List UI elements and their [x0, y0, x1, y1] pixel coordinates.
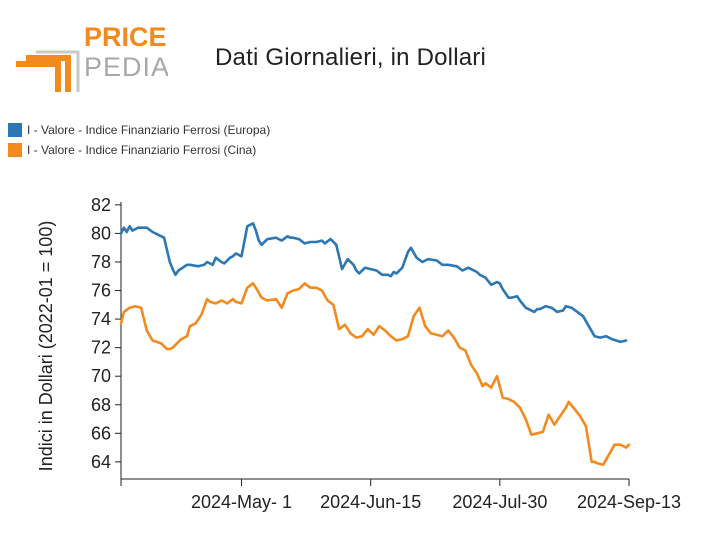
y-tick-label: 64	[91, 452, 111, 472]
y-tick-label: 78	[91, 252, 111, 272]
logo-text-pedia: PEDIA	[84, 52, 168, 82]
logo-bracket-mark	[16, 50, 80, 92]
x-tick-label: 2024-Jul-30	[452, 492, 547, 512]
legend-label-europa: I - Valore - Indice Finanziario Ferrosi …	[27, 123, 271, 137]
legend-label-cina: I - Valore - Indice Finanziario Ferrosi …	[27, 143, 257, 157]
series-line-cina	[119, 282, 631, 467]
legend-item-cina: I - Valore - Indice Finanziario Ferrosi …	[8, 140, 270, 160]
x-tick-label: 2024-May- 1	[191, 492, 292, 512]
logo-text-price: PRICE	[84, 22, 167, 52]
legend-swatch-europa	[8, 123, 22, 137]
x-tick-label: 2024-Sep-13	[577, 492, 681, 512]
legend-item-europa: I - Valore - Indice Finanziario Ferrosi …	[8, 120, 270, 140]
chart-axes: 64 66 68 70 72 74 76 78 80 82 2024-May- 1 2024-Jun-…	[91, 195, 681, 512]
legend-swatch-cina	[8, 143, 22, 157]
y-tick-label: 68	[91, 395, 111, 415]
y-tick-label: 70	[91, 366, 111, 386]
y-tick-label: 74	[91, 309, 111, 329]
chart-legend: I - Valore - Indice Finanziario Ferrosi …	[8, 120, 270, 160]
y-tick-label: 72	[91, 338, 111, 358]
y-axis-label: Indici in Dollari (2022-01 = 100)	[36, 221, 56, 472]
x-tick-label: 2024-Jun-15	[320, 492, 421, 512]
y-tick-label: 82	[91, 195, 111, 215]
chart-title: Dati Giornalieri, in Dollari	[215, 44, 487, 71]
y-tick-label: 80	[91, 223, 111, 243]
y-tick-label: 66	[91, 423, 111, 443]
pricepedia-logo: PRICE PEDIA	[16, 22, 168, 92]
series-line-europa	[119, 222, 628, 344]
chart-series	[119, 222, 631, 467]
y-tick-label: 76	[91, 281, 111, 301]
